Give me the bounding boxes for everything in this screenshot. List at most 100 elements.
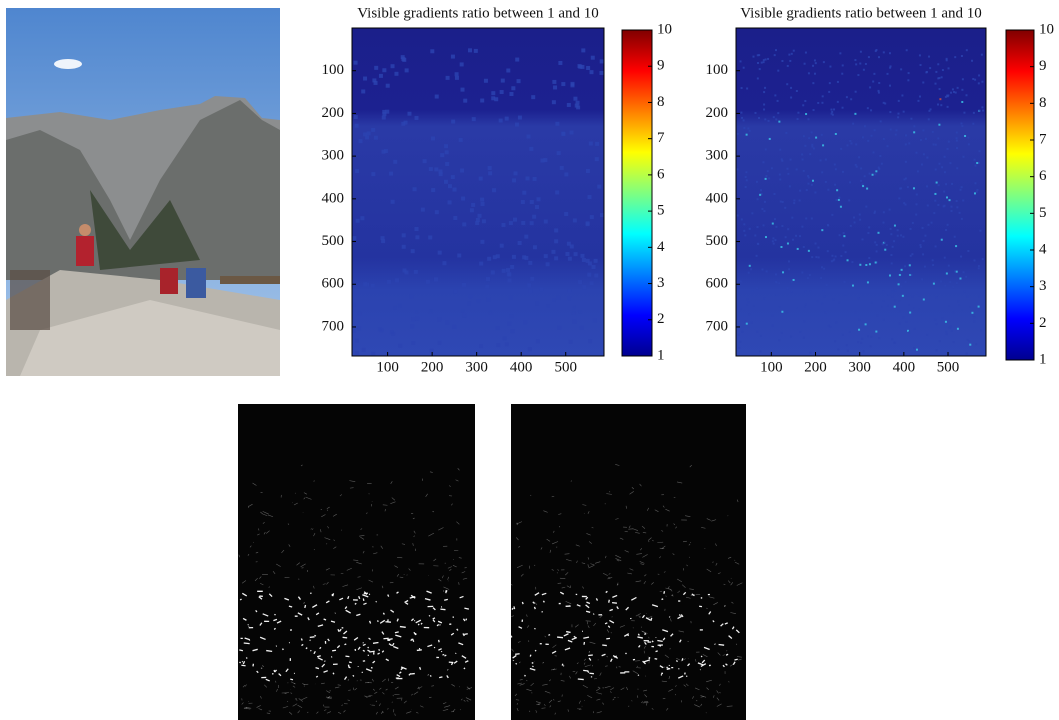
edge-stroke	[728, 681, 730, 683]
heatmap-cell	[756, 330, 759, 333]
edge-stroke	[735, 643, 738, 646]
heatmap-cell	[975, 190, 978, 193]
heatmap-cell	[578, 309, 583, 314]
edge-stroke	[639, 561, 645, 564]
heatmap-cell	[479, 261, 484, 266]
edge-stroke	[558, 513, 562, 515]
edge-stroke	[327, 695, 331, 700]
edge-stroke	[438, 578, 442, 582]
edge-stroke	[521, 601, 524, 605]
heatmap-cell	[777, 69, 780, 72]
x-tick-label: 500	[554, 359, 577, 375]
heatmap-cell	[945, 272, 948, 275]
heatmap-cell	[580, 253, 585, 258]
heatmap-cell	[820, 133, 823, 136]
heatmap-cell	[802, 135, 805, 138]
heatmap-cell	[938, 77, 941, 80]
heatmap-cell	[974, 182, 977, 185]
edge-stroke	[609, 608, 614, 612]
edge-stroke	[252, 648, 258, 652]
heatmap-cell	[919, 95, 922, 98]
heatmap-cell	[491, 91, 496, 96]
heatmap-cell	[471, 117, 476, 122]
heatmap-cell	[551, 100, 556, 105]
heatmap-cell	[414, 226, 419, 231]
edge-stroke	[352, 674, 355, 677]
edge-stroke	[387, 708, 389, 710]
edge-stroke	[665, 508, 670, 512]
heatmap-cell	[909, 311, 912, 314]
edge-stroke	[332, 593, 335, 597]
heatmap-cell	[751, 290, 754, 293]
heatmap-cell	[950, 329, 953, 332]
heatmap-cell	[874, 241, 877, 244]
edge-stroke	[692, 696, 694, 699]
heatmap-cell	[937, 77, 940, 80]
edge-stroke	[290, 692, 293, 694]
heatmap-cell	[791, 238, 794, 241]
edge-stroke	[683, 684, 687, 687]
edge-stroke	[362, 643, 366, 647]
heatmap-cell	[510, 329, 515, 334]
heatmap-cell	[961, 88, 964, 91]
heatmap-cell	[882, 221, 885, 224]
heatmap-cell	[589, 70, 594, 75]
x-tick-label: 100	[760, 359, 783, 375]
edge-stroke	[582, 504, 587, 506]
edge-stroke	[602, 644, 607, 647]
heatmap-cell	[854, 163, 857, 166]
edge-stroke	[301, 696, 308, 701]
heatmap-cell	[961, 125, 964, 128]
heatmap-cell	[741, 330, 744, 333]
heatmap-cell	[366, 131, 371, 136]
heatmap-cell	[937, 203, 940, 206]
edge-stroke	[557, 636, 564, 639]
heatmap-cell	[938, 88, 941, 91]
edge-stroke	[615, 558, 622, 562]
heatmap-cell	[775, 293, 778, 296]
edge-stroke	[620, 687, 625, 691]
edge-stroke	[245, 657, 248, 659]
edge-stroke	[576, 560, 578, 564]
heatmap-cell	[434, 167, 439, 172]
edge-stroke	[636, 665, 638, 668]
heatmap-cell	[452, 324, 457, 329]
edge-stroke	[700, 596, 703, 599]
heatmap-cell	[401, 244, 406, 249]
edge-stroke	[348, 666, 351, 669]
edge-stroke	[544, 690, 551, 694]
heatmap-cell	[793, 199, 796, 202]
edge-stroke	[542, 600, 545, 603]
heatmap-cell	[382, 112, 387, 117]
heatmap-cell	[516, 79, 521, 84]
heatmap-cell	[855, 143, 858, 146]
heatmap-cell	[833, 258, 836, 261]
edge-stroke	[571, 636, 578, 641]
heatmap-cell	[866, 107, 869, 110]
heatmap-cell	[886, 304, 889, 307]
heatmap-cell	[980, 329, 983, 332]
heatmap-cell	[889, 65, 892, 68]
heatmap-cell	[514, 122, 519, 127]
edge-stroke	[462, 618, 466, 622]
heatmap-cell	[817, 256, 820, 259]
edge-stroke	[643, 650, 645, 654]
heatmap-cell	[599, 59, 604, 64]
heatmap-cell	[428, 167, 433, 172]
edge-stroke	[664, 654, 669, 658]
heatmap-cell	[392, 305, 397, 310]
edge-stroke	[293, 502, 298, 506]
heatmap-cell	[865, 263, 868, 266]
heatmap-cell	[905, 49, 908, 52]
edge-stroke	[585, 596, 589, 600]
heatmap-cell	[586, 66, 591, 71]
edge-stroke	[644, 641, 647, 645]
heatmap-cell	[780, 246, 783, 249]
heatmap-cell	[795, 168, 798, 171]
heatmap-cell	[913, 125, 916, 128]
edge-stroke	[396, 573, 400, 577]
heatmap-cell	[810, 217, 813, 220]
heatmap-cell	[810, 131, 813, 134]
edge-stroke	[549, 705, 552, 708]
edge-stroke	[559, 577, 566, 579]
